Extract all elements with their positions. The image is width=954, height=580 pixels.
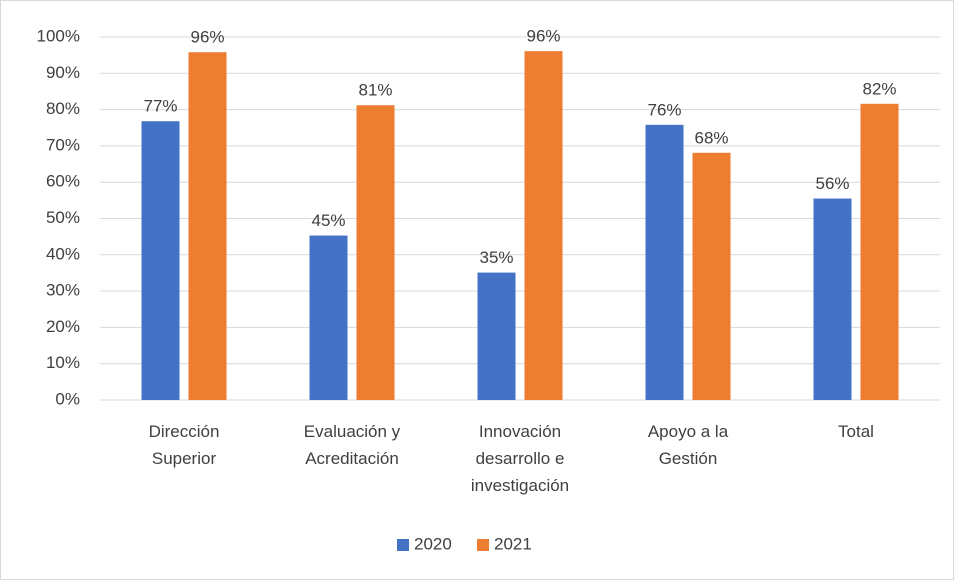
y-tick-label: 30%: [46, 281, 80, 300]
bar: [477, 272, 516, 400]
x-tick-label: Evaluación y Acreditación: [303, 422, 401, 468]
bar: [356, 105, 395, 400]
bar: [692, 152, 731, 400]
y-tick-label: 20%: [46, 317, 80, 336]
data-label: 76%: [647, 100, 681, 119]
data-label: 77%: [143, 97, 177, 116]
legend-label: 2020: [414, 534, 452, 553]
y-tick-label: 90%: [46, 63, 80, 82]
legend-swatch: [477, 539, 489, 551]
data-label: 96%: [526, 27, 560, 46]
data-label: 68%: [694, 128, 728, 147]
data-label: 56%: [815, 174, 849, 193]
y-tick-label: 40%: [46, 244, 80, 263]
legend-swatch: [397, 539, 409, 551]
bar: [524, 51, 563, 400]
bar: [813, 198, 852, 400]
x-tick-label: Total: [838, 422, 874, 441]
data-label: 45%: [311, 211, 345, 230]
x-tick-label: Dirección Superior: [148, 422, 220, 468]
y-tick-label: 100%: [37, 26, 80, 45]
bar: [645, 124, 684, 400]
y-tick-label: 60%: [46, 172, 80, 191]
x-tick-label: Innovación desarrollo e investigación: [470, 422, 570, 495]
data-label: 96%: [190, 28, 224, 47]
legend-label: 2021: [494, 534, 532, 553]
data-label: 35%: [479, 248, 513, 267]
y-tick-label: 50%: [46, 208, 80, 227]
x-tick-label: Apoyo a la Gestión: [647, 422, 729, 468]
bar: [309, 235, 348, 400]
data-label: 82%: [862, 79, 896, 98]
y-tick-label: 80%: [46, 99, 80, 118]
data-label: 81%: [358, 81, 392, 100]
y-tick-label: 10%: [46, 353, 80, 372]
y-tick-label: 0%: [55, 389, 80, 408]
bar: [141, 121, 180, 400]
bar: [188, 52, 227, 400]
y-tick-label: 70%: [46, 135, 80, 154]
bar: [860, 103, 899, 401]
